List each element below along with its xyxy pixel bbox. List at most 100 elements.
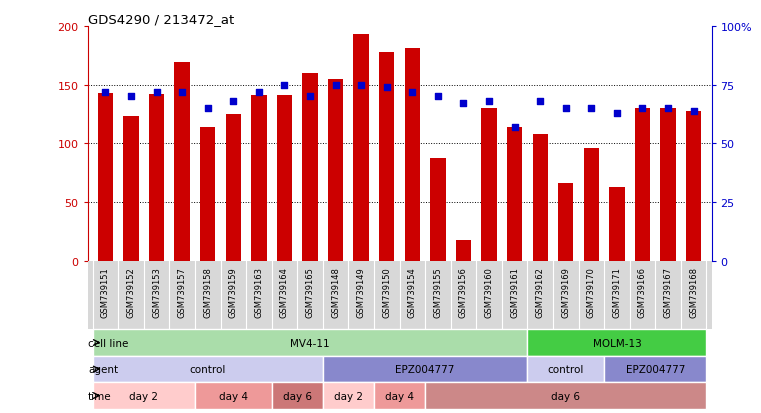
Bar [482,109,497,261]
Text: GSM739158: GSM739158 [203,267,212,318]
Bar [149,95,164,261]
Text: MOLM-13: MOLM-13 [593,338,642,348]
Text: day 2: day 2 [334,391,363,401]
Point [202,106,214,112]
Bar [533,135,548,261]
Bar [584,149,599,261]
Bar [686,111,702,261]
Text: GSM739170: GSM739170 [587,267,596,318]
Text: agent: agent [88,364,118,374]
Bar [93,356,323,382]
Point [355,82,368,89]
Point [687,108,699,114]
Text: GSM739150: GSM739150 [382,267,391,318]
Point [406,89,419,96]
Text: EPZ004777: EPZ004777 [626,364,685,374]
Bar [527,356,604,382]
Bar [323,356,527,382]
Bar [507,128,522,261]
Bar [323,382,374,409]
Text: day 6: day 6 [551,391,580,401]
Bar [174,63,189,261]
Bar [195,382,272,409]
Point [636,106,648,112]
Bar [123,117,139,261]
Point [611,110,623,117]
Text: GSM739157: GSM739157 [177,267,186,318]
Bar [405,49,420,261]
Bar [374,382,425,409]
Point [559,106,572,112]
Point [330,82,342,89]
Point [151,89,163,96]
Text: GSM739149: GSM739149 [357,267,366,318]
Bar [93,382,195,409]
Text: EPZ004777: EPZ004777 [396,364,455,374]
Point [176,89,188,96]
Point [228,99,240,105]
Point [508,124,521,131]
Bar [277,96,292,261]
Point [253,89,265,96]
Bar [425,382,706,409]
Text: GSM739166: GSM739166 [638,267,647,318]
Bar [354,35,369,261]
Bar [302,74,317,261]
Bar [379,52,394,261]
Text: GSM739161: GSM739161 [510,267,519,318]
Text: day 6: day 6 [283,391,312,401]
Point [380,85,393,91]
Bar [200,128,215,261]
Text: GSM739162: GSM739162 [536,267,545,318]
Text: GDS4290 / 213472_at: GDS4290 / 213472_at [88,13,234,26]
Bar [251,96,266,261]
Text: GSM739154: GSM739154 [408,267,417,318]
Point [279,82,291,89]
Text: GSM739151: GSM739151 [101,267,110,318]
Text: GSM739152: GSM739152 [126,267,135,318]
Text: day 4: day 4 [219,391,248,401]
Text: GSM739156: GSM739156 [459,267,468,318]
Text: control: control [548,364,584,374]
Bar [456,240,471,261]
Bar [430,158,445,261]
Text: GSM739153: GSM739153 [152,267,161,318]
Text: GSM739148: GSM739148 [331,267,340,318]
Point [662,106,674,112]
Point [100,89,112,96]
Bar [272,382,323,409]
Bar [97,94,113,261]
Text: GSM739165: GSM739165 [305,267,314,318]
Text: GSM739171: GSM739171 [613,267,622,318]
Bar [661,109,676,261]
Bar [328,80,343,261]
Text: MV4-11: MV4-11 [290,338,330,348]
Text: GSM739168: GSM739168 [689,267,698,318]
Text: time: time [88,391,112,401]
Text: GSM739169: GSM739169 [562,267,570,318]
Text: GSM739155: GSM739155 [433,267,442,318]
Point [534,99,546,105]
Bar [604,356,706,382]
Bar [610,188,625,261]
Bar [225,115,241,261]
Text: GSM739167: GSM739167 [664,267,673,318]
Point [483,99,495,105]
Text: GSM739164: GSM739164 [280,267,289,318]
Point [457,101,470,107]
Text: GSM739163: GSM739163 [254,267,263,318]
Bar [527,330,706,356]
Bar [93,330,527,356]
Point [304,94,316,100]
Point [431,94,444,100]
Bar [558,184,574,261]
Point [125,94,137,100]
Text: control: control [189,364,226,374]
Text: day 2: day 2 [129,391,158,401]
Point [585,106,597,112]
Text: cell line: cell line [88,338,129,348]
Text: day 4: day 4 [385,391,414,401]
Text: GSM739160: GSM739160 [485,267,494,318]
Text: GSM739159: GSM739159 [229,267,237,318]
Bar [635,109,650,261]
